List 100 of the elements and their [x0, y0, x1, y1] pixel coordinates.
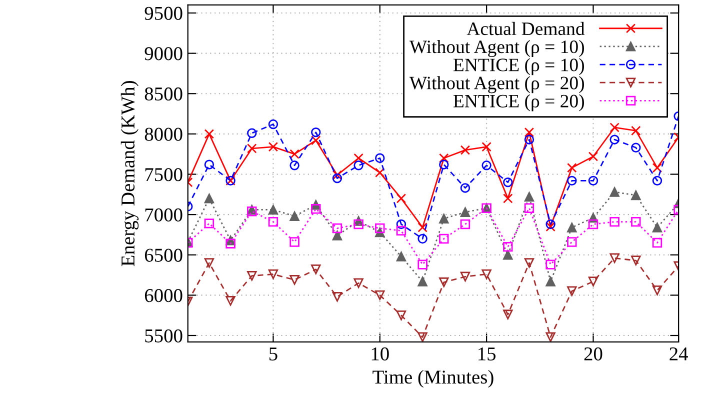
y-tick-label: 6500 — [144, 248, 182, 262]
point — [588, 176, 598, 186]
y-tick-label: 9000 — [144, 47, 182, 60]
point — [524, 127, 534, 138]
point — [503, 194, 513, 204]
x-tick-label: 24 — [670, 347, 688, 360]
legend-label: ENTICE (ρ = 20) — [453, 94, 584, 112]
point — [396, 219, 406, 230]
legend-label: Without Agent (ρ = 10) — [409, 40, 584, 58]
point — [290, 149, 300, 159]
point — [268, 119, 278, 130]
point — [375, 153, 385, 163]
point — [588, 219, 598, 230]
point — [546, 332, 556, 342]
point — [610, 187, 620, 197]
point — [546, 219, 556, 230]
point — [204, 160, 214, 170]
point — [268, 142, 278, 152]
x-tick-label: 15 — [478, 347, 496, 360]
y-tick-label: 8500 — [144, 87, 182, 101]
point — [268, 216, 278, 227]
point — [460, 145, 470, 155]
point — [610, 216, 620, 227]
y-tick-label: 6000 — [144, 289, 182, 302]
x-axis-title: Time (Minutes) — [372, 370, 494, 388]
point — [375, 168, 385, 178]
point — [482, 160, 492, 170]
legend-label: Actual Demand — [466, 22, 585, 36]
point — [439, 160, 449, 170]
point — [631, 126, 641, 136]
point — [354, 278, 364, 288]
point — [418, 260, 428, 270]
point — [567, 222, 577, 232]
point — [268, 204, 278, 215]
point — [290, 275, 300, 285]
point — [524, 203, 534, 213]
point — [460, 219, 470, 230]
point — [503, 177, 513, 188]
point — [546, 222, 556, 232]
point — [311, 264, 321, 274]
y-axis-title: Energy Demand (KWh) — [120, 81, 139, 266]
point — [503, 250, 513, 260]
point — [396, 252, 406, 262]
point — [460, 207, 470, 218]
point — [204, 258, 214, 268]
point — [375, 290, 385, 300]
point — [439, 214, 449, 224]
point — [546, 276, 556, 286]
point — [354, 160, 364, 170]
point — [396, 226, 406, 236]
point — [332, 170, 342, 180]
point — [354, 153, 364, 163]
x-tick-label: 20 — [584, 347, 602, 360]
point — [460, 272, 470, 282]
point — [439, 153, 449, 163]
point — [290, 160, 300, 170]
y-tick-label: 9500 — [144, 6, 182, 20]
point — [311, 204, 321, 214]
y-tick-label: 7000 — [145, 208, 182, 222]
point — [567, 162, 577, 173]
point — [290, 211, 300, 222]
point — [332, 230, 342, 240]
point — [460, 183, 470, 193]
point — [204, 194, 214, 204]
point — [610, 134, 620, 144]
point — [652, 222, 662, 232]
x-tick-label: 5 — [269, 348, 278, 360]
point — [418, 222, 428, 232]
point — [311, 136, 321, 146]
point — [268, 269, 278, 280]
point — [332, 173, 342, 184]
point — [588, 152, 598, 162]
point — [482, 269, 492, 280]
point — [204, 129, 214, 139]
point — [567, 237, 577, 247]
y-tick-label: 8000 — [144, 128, 182, 141]
point — [610, 122, 620, 132]
point — [332, 223, 342, 234]
point — [375, 223, 385, 234]
point — [418, 332, 428, 342]
point — [396, 310, 406, 320]
legend-label: ENTICE (ρ = 10) — [453, 58, 584, 76]
point — [631, 142, 641, 153]
point — [418, 276, 428, 286]
point — [247, 270, 257, 281]
legend-label: Without Agent (ρ = 20) — [409, 76, 584, 94]
point — [226, 238, 236, 248]
point — [247, 128, 257, 138]
x-tick-label: 10 — [372, 347, 389, 360]
point — [610, 253, 620, 263]
point — [439, 277, 449, 288]
point — [354, 219, 364, 230]
point — [524, 258, 534, 268]
point — [567, 176, 577, 186]
point — [439, 234, 449, 244]
point — [482, 142, 492, 152]
point — [652, 285, 662, 296]
point — [311, 127, 321, 138]
point — [631, 256, 641, 266]
point — [332, 292, 342, 302]
